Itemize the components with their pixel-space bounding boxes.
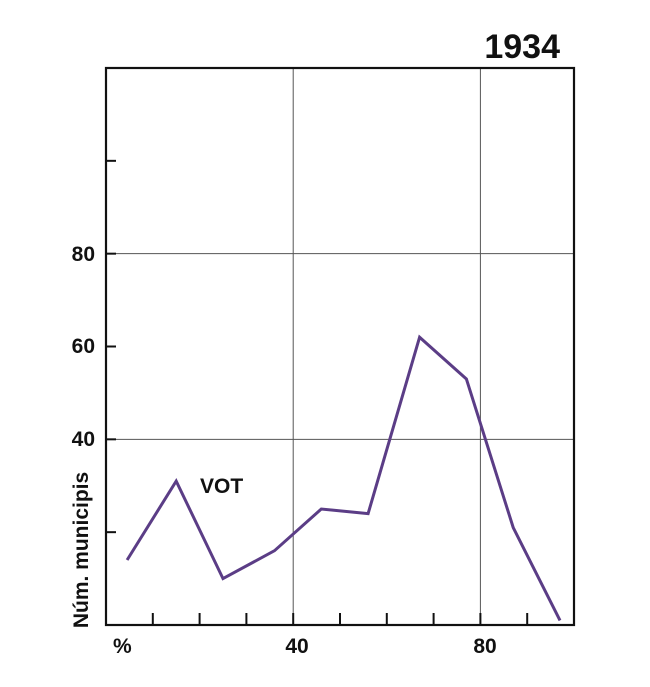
y-tick-label-80: 80: [72, 243, 95, 266]
y-tick-label-60: 60: [72, 335, 95, 358]
x-axis-label: %: [113, 635, 132, 658]
series-annotation-vot: VOT: [200, 475, 243, 498]
axis-ticks: [106, 159, 529, 625]
grid-lines: [106, 68, 574, 625]
x-tick-label-80: 80: [473, 635, 496, 658]
x-tick-label-40: 40: [285, 635, 308, 658]
y-tick-label-40: 40: [72, 428, 95, 451]
series-line-vot: [125, 334, 562, 622]
chart-title: 1934: [484, 28, 560, 66]
y-axis-label: Núm. municipis: [70, 472, 93, 628]
series-lines: [125, 334, 562, 622]
plot-frame: [104, 66, 576, 627]
